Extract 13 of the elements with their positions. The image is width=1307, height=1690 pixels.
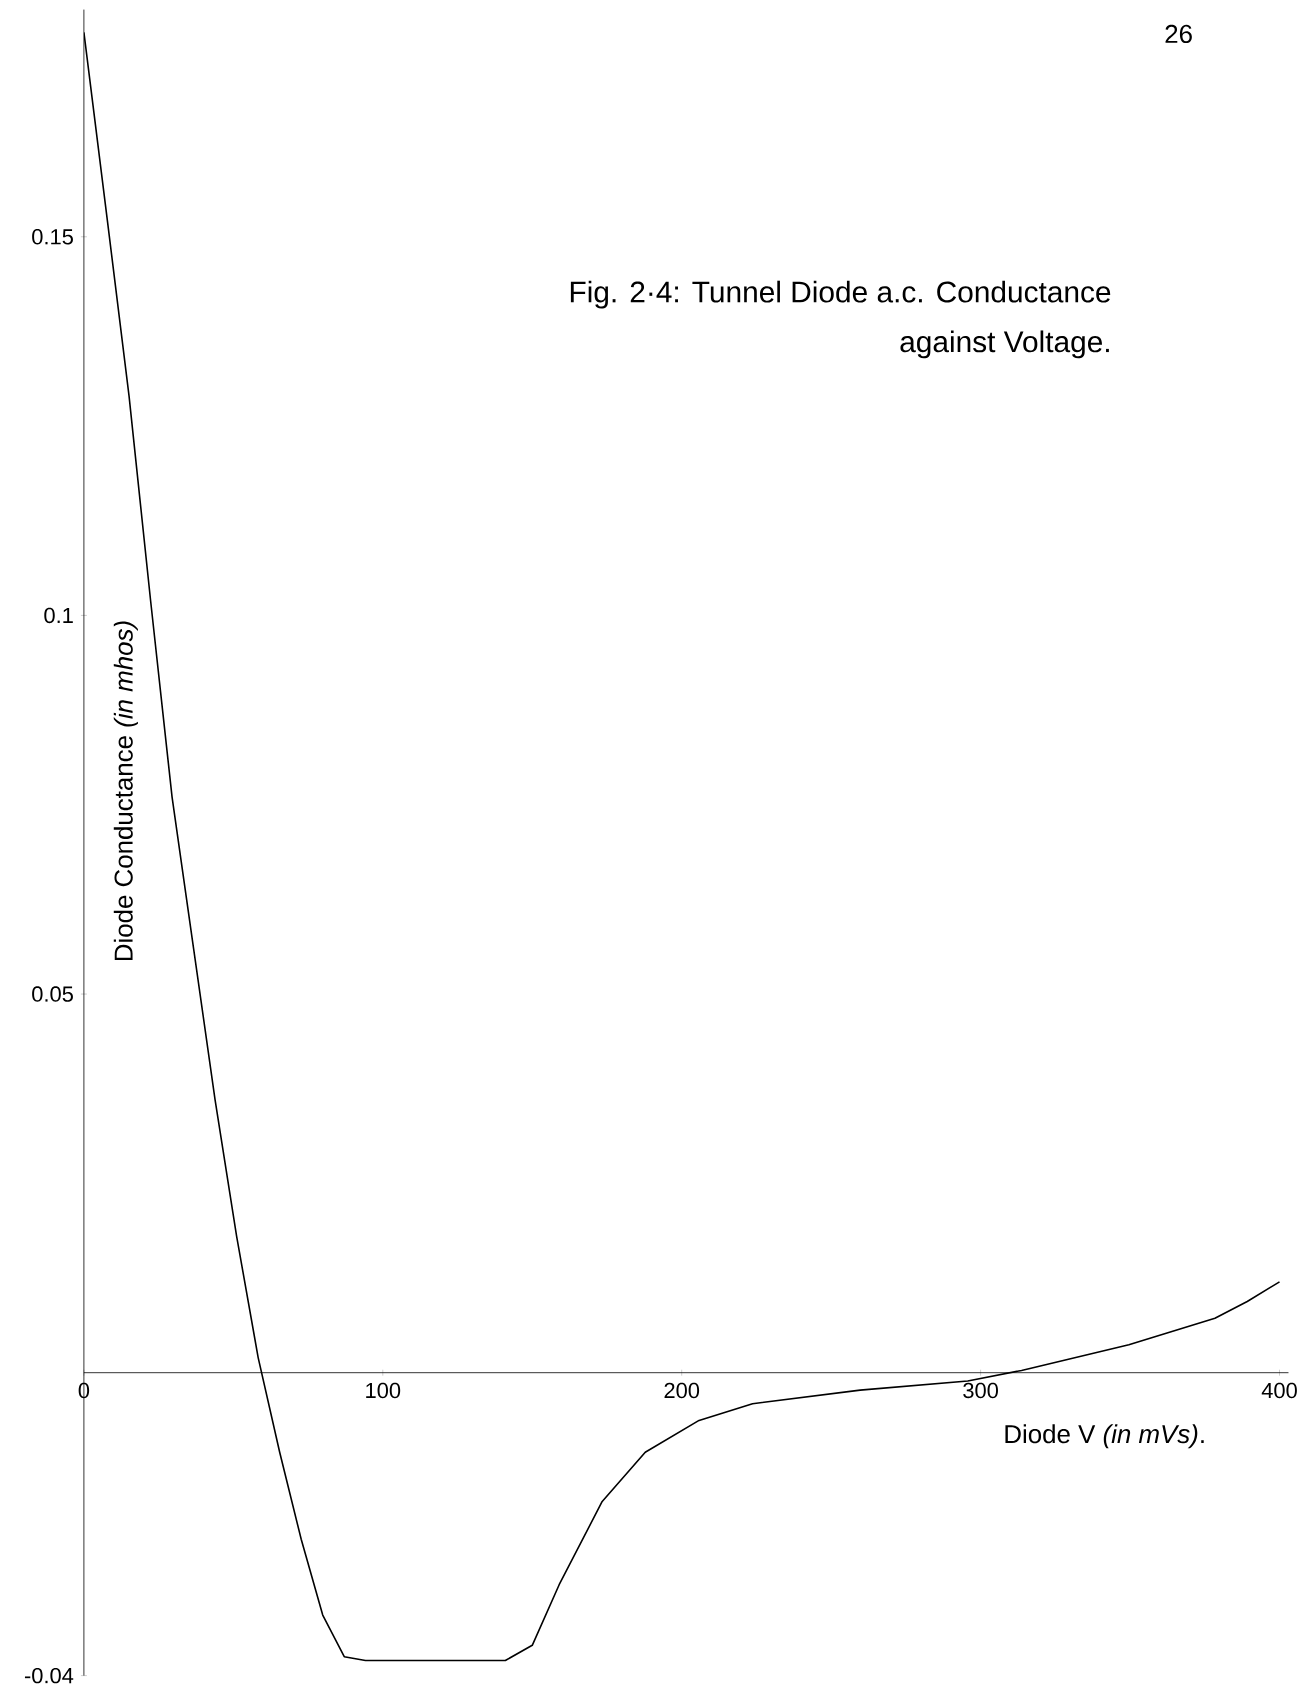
x-tick-label: 100: [365, 1382, 400, 1399]
y-tick-label: 0.05: [31, 986, 73, 1002]
y-tick-label: -0.04: [24, 1667, 74, 1684]
x-tick-label: 0: [78, 1382, 89, 1399]
x-tick-label: 300: [962, 1382, 998, 1399]
annotation: 26: [1165, 24, 1192, 44]
y-tick-label: 0.1: [44, 607, 73, 624]
text: Fig. 2·4: Tunnel Diode a.c. Conductance against Voltage.: [570, 280, 1110, 359]
x-tick-label: 200: [664, 1382, 699, 1399]
x-axis-title: Diode V (in mVs).: [1005, 1424, 1204, 1449]
x-tick-label: 400: [1261, 1382, 1297, 1399]
y-axis-title: Diode Conductance (in mhos): [113, 621, 138, 961]
y-tick-label: 0.15: [31, 229, 73, 245]
